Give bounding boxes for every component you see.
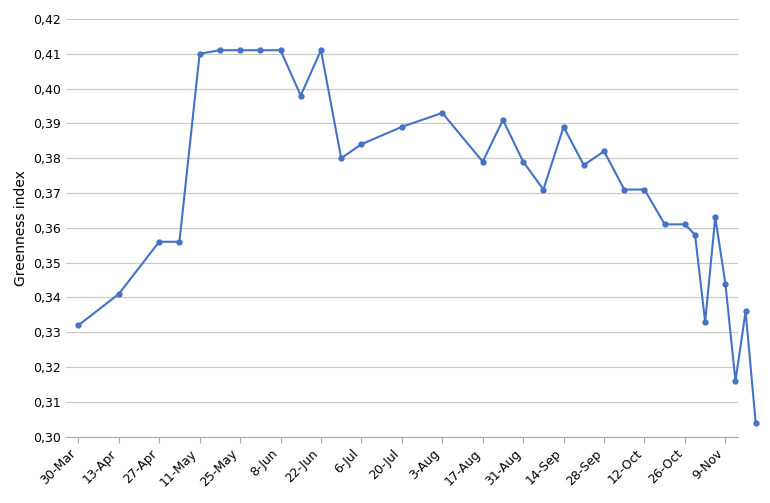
Y-axis label: Greenness index: Greenness index — [14, 170, 28, 286]
